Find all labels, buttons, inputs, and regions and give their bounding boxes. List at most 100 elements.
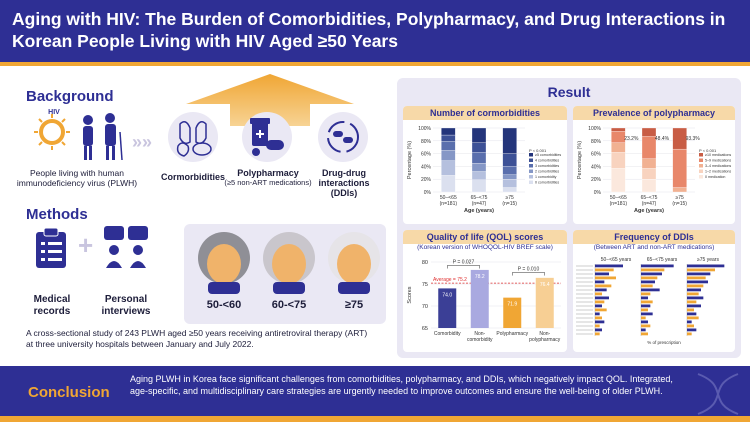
ddi-bar — [595, 292, 602, 296]
x-tick-label: 65–<75 — [641, 195, 658, 201]
conclusion-band: Conclusion Aging PLWH in Korea face sign… — [0, 366, 750, 422]
y-tick-label: 80% — [591, 139, 602, 145]
ddi-group-label: ≥75 years — [697, 257, 719, 263]
conclusion-text: Aging PLWH in Korea face significant cha… — [130, 374, 673, 396]
stacked-bar-segment — [502, 179, 517, 188]
legend-swatch — [529, 158, 533, 162]
bottom-stripe — [0, 416, 750, 422]
stacked-bar-segment — [672, 187, 687, 193]
ddi-chart: 50−<65 years 65−<75 years ≥75 years % of pr… — [576, 257, 725, 345]
interaction-cycle-icon — [327, 121, 359, 153]
result-title: Result — [547, 84, 591, 100]
ddi-bar — [687, 308, 694, 312]
ddi-bar — [595, 320, 605, 324]
x-axis-label: Age (years) — [464, 208, 494, 214]
x-axis-label: Age (years) — [634, 208, 664, 214]
legend-label: ≥10 medications — [705, 153, 731, 157]
stacked-bar-segment — [502, 187, 517, 193]
ddi-bar — [687, 312, 697, 316]
ddi-bar — [641, 284, 653, 288]
stacked-bar-segment — [611, 142, 626, 153]
ddi-bar — [595, 304, 602, 308]
y-tick-label: 100% — [418, 126, 431, 132]
ddi-bar — [687, 300, 697, 304]
methods-title: Methods — [26, 206, 88, 223]
ddi-group-label: 65−<75 years — [647, 257, 678, 263]
stacked-bar-segment — [471, 127, 487, 143]
x-tick-label: (n=47) — [472, 201, 487, 207]
average-label: Average = 75.2 — [433, 277, 467, 283]
ddi-bar — [687, 284, 704, 288]
ddi-bar — [641, 324, 651, 328]
conclusion-title: Conclusion — [28, 384, 110, 401]
ddi-bar — [595, 308, 607, 312]
stacked-bar-segment — [611, 152, 626, 169]
plwh-text: People living with human immunodeficienc… — [16, 168, 138, 188]
qol-chart: 65 70 75 80 Scores Average = 75.2 74.0 Comorbid… — [407, 260, 561, 343]
legend-swatch — [699, 164, 703, 168]
ddi-bar — [641, 312, 653, 316]
x-tick-label: 50–<65 — [440, 195, 457, 201]
hiv-label: HIV — [48, 109, 60, 116]
y-tick-label: 75 — [422, 282, 428, 288]
y-tick-label: 0% — [424, 190, 432, 196]
ddi-bar — [595, 300, 605, 304]
legend-label: 1 comorbidity — [535, 175, 557, 179]
ddi-bar — [595, 296, 609, 300]
qol-bar — [535, 277, 554, 328]
ddi-bar — [595, 264, 623, 268]
ddi-bar — [641, 300, 653, 304]
ddi-bar — [687, 268, 715, 272]
y-tick-label: 60% — [591, 152, 602, 158]
ddi-bar — [641, 268, 665, 272]
ddi-bar — [641, 316, 646, 320]
qol-bar-value: 76.4 — [540, 282, 550, 288]
ddi-bar — [687, 332, 692, 336]
ddi-bar — [595, 268, 614, 272]
p-bracket — [512, 272, 545, 276]
y-tick-label: 40% — [421, 164, 432, 170]
dna-icon — [697, 373, 739, 415]
ddi-bar — [687, 276, 706, 280]
legend-swatch — [529, 180, 533, 184]
ddi-bar — [641, 288, 660, 292]
ddi-bar — [641, 320, 648, 324]
ddi-bar — [595, 316, 602, 320]
methods-description: A cross-sectional study of 243 PLWH aged… — [26, 328, 368, 349]
polypharmacy-chart-box: Prevalence of polypharmacy 0% 20% 40% 60% 80… — [573, 106, 735, 224]
legend-label: 1–2 medications — [705, 170, 731, 174]
legend-label: 4 comorbidities — [535, 159, 559, 163]
stacked-bar-segment — [471, 171, 487, 180]
qol-bar — [438, 288, 457, 328]
age-group-3: ≥75 — [344, 299, 364, 311]
stacked-bar-segment — [641, 158, 657, 169]
stacked-bar-segment — [441, 141, 456, 151]
stacked-bar-segment — [641, 127, 657, 137]
ddi-bar — [595, 272, 609, 276]
medical-records-label: Medical records — [33, 294, 71, 317]
ddi-bar — [595, 312, 600, 316]
stacked-bar-segment — [502, 127, 517, 154]
legend-swatch — [699, 158, 703, 162]
ddi-bar — [595, 284, 612, 288]
stacked-bar-segment — [471, 152, 487, 164]
legend-label: 3 comorbidities — [535, 164, 559, 168]
hiv-virus-icon — [34, 114, 70, 150]
age-group-1: 50-<60 — [206, 299, 242, 311]
comorbidities-chart: 0%20%40%60%80%100%Percentage (%)50–<65(n… — [407, 126, 561, 214]
x-tick-label: 50–<65 — [610, 195, 627, 201]
polypharmacy-chart-title: Prevalence of polypharmacy — [573, 106, 735, 120]
clipboard-icon — [36, 228, 66, 268]
y-axis-label: Percentage (%) — [577, 141, 583, 179]
ddi-group-label: 50−<65 years — [601, 257, 632, 263]
ddi-bar — [687, 280, 708, 284]
qol-bar — [470, 269, 489, 328]
interview-icon — [104, 226, 148, 268]
y-tick-label: 80 — [422, 260, 428, 266]
legend-label: 3–4 medications — [705, 164, 731, 168]
ddi-bar — [641, 332, 648, 336]
y-tick-label: 100% — [588, 126, 601, 132]
legend-label: 0 medication — [705, 175, 725, 179]
y-axis-label: Scores — [407, 286, 413, 303]
x-tick-label: (n=15) — [672, 201, 687, 207]
